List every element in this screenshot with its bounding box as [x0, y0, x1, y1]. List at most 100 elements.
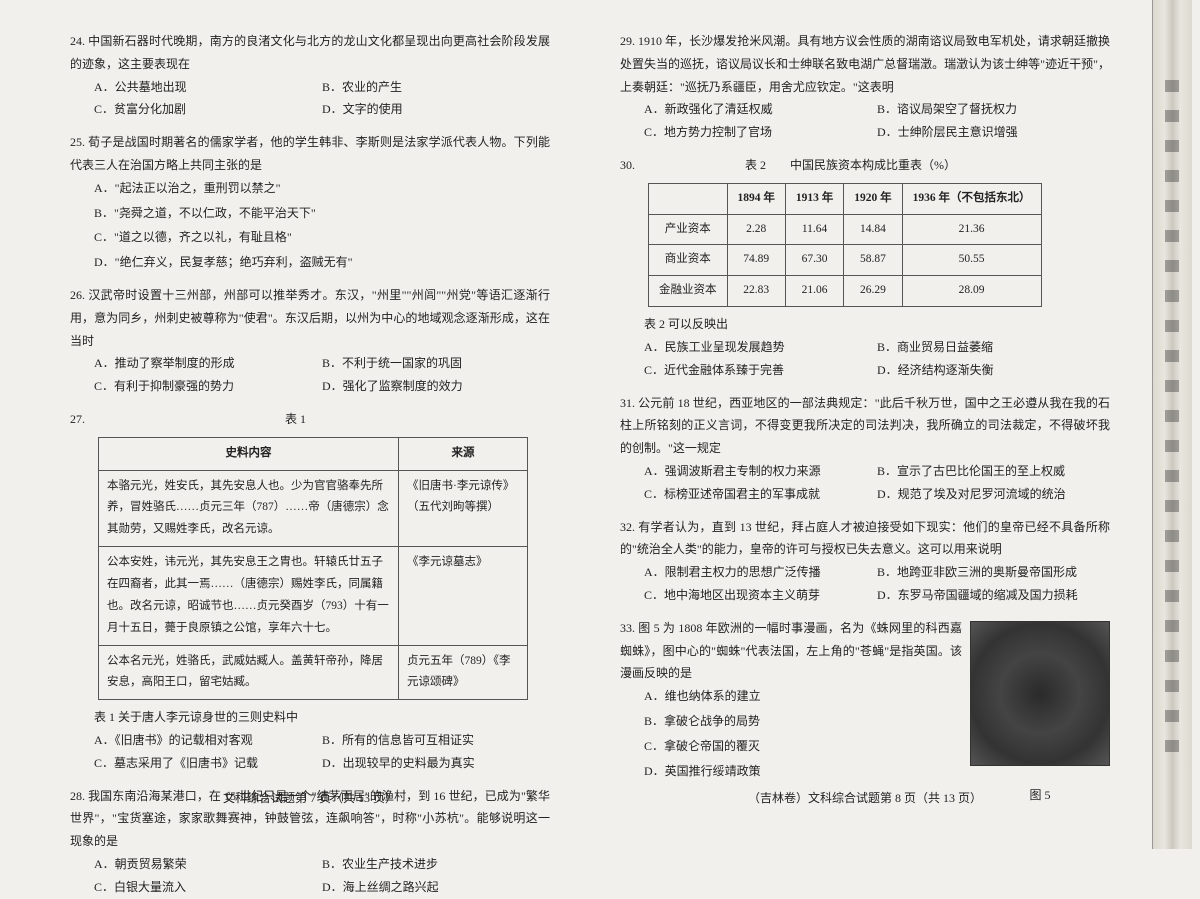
- question-32: 32. 有学者认为，直到 13 世纪，拜占庭人才被迫接受如下现实：他们的皇帝已经…: [620, 516, 1110, 607]
- q30-table-caption: 表 2 中国民族资本构成比重表（%）: [745, 158, 956, 172]
- q32-opt-d: D．东罗马帝国疆域的缩减及国力损耗: [877, 584, 1110, 607]
- scan-edge-strip: [1152, 0, 1192, 849]
- q30-opt-d: D．经济结构逐渐失衡: [877, 359, 1110, 382]
- q27-options: A．《旧唐书》的记载相对客观B．所有的信息皆可互相证实 C．墓志采用了《旧唐书》…: [70, 729, 550, 775]
- q24-opt-a: A．公共墓地出现: [94, 76, 322, 99]
- q26-stem: 汉武帝时设置十三州部，州部可以推举秀才。东汉，"州里""州闾""州党"等语汇逐渐…: [70, 288, 550, 348]
- q30-r1c4: 50.55: [902, 245, 1041, 276]
- question-33: 33. 图 5 为 1808 年欧洲的一幅时事漫画，名为《蛛网里的科西嘉蜘蛛》，…: [620, 617, 1110, 807]
- q31-stem: 公元前 18 世纪，西亚地区的一部法典规定："此后千秋万世，国中之王必遵从我在我…: [620, 396, 1110, 456]
- q30-r0c0: 产业资本: [649, 214, 728, 245]
- q32-stem: 有学者认为，直到 13 世纪，拜占庭人才被迫接受如下现实：他们的皇帝已经不具备所…: [620, 520, 1110, 557]
- q24-opt-d: D．文字的使用: [322, 98, 550, 121]
- q27-r0c1: 《旧唐书·李元谅传》（五代刘昫等撰）: [399, 470, 528, 547]
- q30-r1c1: 74.89: [727, 245, 785, 276]
- q30-r0c4: 21.36: [902, 214, 1041, 245]
- q30-h0: [649, 183, 728, 214]
- q29-opt-b: B．谘议局架空了督抚权力: [877, 98, 1110, 121]
- q24-options: A．公共墓地出现B．农业的产生 C．贫富分化加剧D．文字的使用: [70, 76, 550, 122]
- q30-h2: 1913 年: [785, 183, 843, 214]
- q25-opt-a: A．"起法正以治之，重刑罚以禁之": [94, 177, 550, 200]
- q31-opt-b: B．宣示了古巴比伦国王的至上权威: [877, 460, 1110, 483]
- question-24: 24. 中国新石器时代晚期，南方的良渚文化与北方的龙山文化都呈现出向更高社会阶段…: [70, 30, 550, 121]
- q27-num: 27.: [70, 412, 85, 426]
- q33-stem: 图 5 为 1808 年欧洲的一幅时事漫画，名为《蛛网里的科西嘉蜘蛛》，图中心的…: [620, 621, 962, 681]
- q24-opt-c: C．贫富分化加剧: [94, 98, 322, 121]
- q30-opt-c: C．近代金融体系臻于完善: [644, 359, 877, 382]
- q29-opt-d: D．士绅阶层民主意识增强: [877, 121, 1110, 144]
- q31-opt-d: D．规范了埃及对尼罗河流域的统治: [877, 483, 1110, 506]
- q27-th-1: 来源: [399, 437, 528, 470]
- q30-stem2: 表 2 可以反映出: [620, 313, 1110, 336]
- q27-r0c0: 本骆元光，姓安氏，其先安息人也。少为官官骆奉先所养，冒姓骆氏……贞元三年（787…: [99, 470, 399, 547]
- q27-r1c0: 公本安姓，讳元光，其先安息王之胄也。轩辕氏廿五子在四裔者，此其一焉……（唐德宗）…: [99, 547, 399, 645]
- q24-opt-b: B．农业的产生: [322, 76, 550, 99]
- q29-num: 29.: [620, 34, 635, 48]
- q30-options: A．民族工业呈现发展趋势B．商业贸易日益萎缩 C．近代金融体系臻于完善D．经济结…: [620, 336, 1110, 382]
- q31-opt-c: C．标榜亚述帝国君主的军事成就: [644, 483, 877, 506]
- page-7-footer: 文科综合试题第 7 页（共 13 页）: [70, 787, 550, 810]
- q33-num: 33.: [620, 621, 635, 635]
- q28-opt-b: B．农业生产技术进步: [322, 853, 550, 876]
- q32-opt-a: A．限制君主权力的思想广泛传播: [644, 561, 877, 584]
- figure-5: [970, 621, 1110, 766]
- q32-options: A．限制君主权力的思想广泛传播B．地跨亚非欧三洲的奥斯曼帝国形成 C．地中海地区…: [620, 561, 1110, 607]
- q28-opt-d: D．海上丝绸之路兴起: [322, 876, 550, 899]
- q32-opt-b: B．地跨亚非欧三洲的奥斯曼帝国形成: [877, 561, 1110, 584]
- question-26: 26. 汉武帝时设置十三州部，州部可以推举秀才。东汉，"州里""州闾""州党"等…: [70, 284, 550, 398]
- q27-opt-a: A．《旧唐书》的记载相对客观: [94, 729, 322, 752]
- q28-opt-a: A．朝贡贸易繁荣: [94, 853, 322, 876]
- q25-stem: 荀子是战国时期著名的儒家学者，他的学生韩非、李斯则是法家学派代表人物。下列能代表…: [70, 135, 550, 172]
- q29-opt-c: C．地方势力控制了官场: [644, 121, 877, 144]
- q25-options: A．"起法正以治之，重刑罚以禁之" B．"尧舜之道，不以仁政，不能平治天下" C…: [70, 177, 550, 274]
- q27-opt-b: B．所有的信息皆可互相证实: [322, 729, 550, 752]
- q30-r2c1: 22.83: [727, 276, 785, 307]
- q30-r0c2: 11.64: [785, 214, 843, 245]
- q26-opt-c: C．有利于抑制豪强的势力: [94, 375, 322, 398]
- q30-h4: 1936 年（不包括东北）: [902, 183, 1041, 214]
- q27-r2c0: 公本名元光，姓骆氏，武威姑臧人。盖黄轩帝孙，降居安息，高阳王口，留宅姑臧。: [99, 645, 399, 700]
- q30-r2c0: 金融业资本: [649, 276, 728, 307]
- q26-options: A．推动了察举制度的形成B．不利于统一国家的巩固 C．有利于抑制豪强的势力D．强…: [70, 352, 550, 398]
- q25-opt-b: B．"尧舜之道，不以仁政，不能平治天下": [94, 202, 550, 225]
- q32-num: 32.: [620, 520, 635, 534]
- q30-r0c1: 2.28: [727, 214, 785, 245]
- q30-num: 30.: [620, 158, 635, 172]
- question-29: 29. 1910 年，长沙爆发抢米风潮。具有地方议会性质的湖南谘议局致电军机处，…: [620, 30, 1110, 144]
- q30-r1c0: 商业资本: [649, 245, 728, 276]
- page-8-footer: （吉林卷）文科综合试题第 8 页（共 13 页）: [620, 787, 1110, 810]
- q30-opt-b: B．商业贸易日益萎缩: [877, 336, 1110, 359]
- q25-opt-d: D．"绝仁弃义，民复孝慈；绝巧弃利，盗贼无有": [94, 251, 550, 274]
- q28-opt-c: C．白银大量流入: [94, 876, 322, 899]
- q30-h1: 1894 年: [727, 183, 785, 214]
- q30-h3: 1920 年: [844, 183, 902, 214]
- q27-r2c1: 贞元五年（789）《李元谅颂碑》: [399, 645, 528, 700]
- question-30: 30. 表 2 中国民族资本构成比重表（%） 1894 年 1913 年 1920…: [620, 154, 1110, 382]
- q27-opt-d: D．出现较早的史料最为真实: [322, 752, 550, 775]
- q29-stem: 1910 年，长沙爆发抢米风潮。具有地方议会性质的湖南谘议局致电军机处，请求朝廷…: [620, 34, 1110, 94]
- q24-num: 24.: [70, 34, 85, 48]
- q29-opt-a: A．新政强化了清廷权威: [644, 98, 877, 121]
- q30-r2c4: 28.09: [902, 276, 1041, 307]
- q25-opt-c: C．"道之以德，齐之以礼，有耻且格": [94, 226, 550, 249]
- q25-num: 25.: [70, 135, 85, 149]
- question-25: 25. 荀子是战国时期著名的儒家学者，他的学生韩非、李斯则是法家学派代表人物。下…: [70, 131, 550, 274]
- q27-th-0: 史料内容: [99, 437, 399, 470]
- q31-options: A．强调波斯君主专制的权力来源B．宣示了古巴比伦国王的至上权威 C．标榜亚述帝国…: [620, 460, 1110, 506]
- q30-r2c2: 21.06: [785, 276, 843, 307]
- q29-options: A．新政强化了清廷权威B．谘议局架空了督抚权力 C．地方势力控制了官场D．士绅阶…: [620, 98, 1110, 144]
- q27-table: 史料内容来源 本骆元光，姓安氏，其先安息人也。少为官官骆奉先所养，冒姓骆氏……贞…: [98, 437, 528, 700]
- q30-r1c2: 67.30: [785, 245, 843, 276]
- question-27: 27.表 1 史料内容来源 本骆元光，姓安氏，其先安息人也。少为官官骆奉先所养，…: [70, 408, 550, 775]
- q26-opt-d: D．强化了监察制度的效力: [322, 375, 550, 398]
- q27-opt-c: C．墓志采用了《旧唐书》记载: [94, 752, 322, 775]
- q30-r1c3: 58.87: [844, 245, 902, 276]
- q24-stem: 中国新石器时代晚期，南方的良渚文化与北方的龙山文化都呈现出向更高社会阶段发展的迹…: [70, 34, 550, 71]
- q30-r2c3: 26.29: [844, 276, 902, 307]
- q32-opt-c: C．地中海地区出现资本主义萌芽: [644, 584, 877, 607]
- q26-opt-b: B．不利于统一国家的巩固: [322, 352, 550, 375]
- q30-table: 1894 年 1913 年 1920 年 1936 年（不包括东北） 产业资本2…: [648, 183, 1042, 307]
- q28-options: A．朝贡贸易繁荣B．农业生产技术进步 C．白银大量流入D．海上丝绸之路兴起: [70, 853, 550, 899]
- question-31: 31. 公元前 18 世纪，西亚地区的一部法典规定："此后千秋万世，国中之王必遵…: [620, 392, 1110, 506]
- q31-opt-a: A．强调波斯君主专制的权力来源: [644, 460, 877, 483]
